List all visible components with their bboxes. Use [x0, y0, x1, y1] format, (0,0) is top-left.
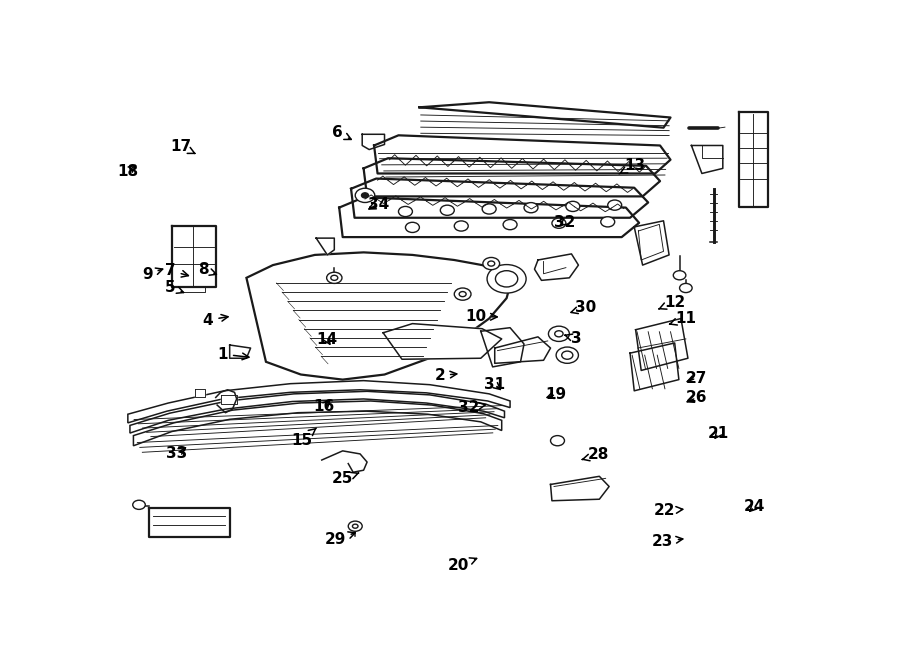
- Circle shape: [362, 193, 368, 198]
- Text: 19: 19: [545, 387, 567, 402]
- Polygon shape: [194, 389, 204, 397]
- Text: 6: 6: [332, 126, 351, 140]
- Circle shape: [331, 275, 338, 280]
- Text: 17: 17: [170, 139, 195, 154]
- Polygon shape: [419, 102, 670, 128]
- Polygon shape: [634, 221, 669, 265]
- Polygon shape: [339, 198, 639, 237]
- Circle shape: [495, 271, 518, 287]
- Polygon shape: [316, 238, 334, 255]
- Polygon shape: [247, 253, 511, 379]
- Polygon shape: [535, 254, 579, 280]
- Circle shape: [552, 218, 566, 228]
- Text: 33: 33: [166, 446, 187, 461]
- Text: 11: 11: [670, 311, 697, 326]
- Text: 16: 16: [313, 399, 335, 414]
- Text: 15: 15: [291, 428, 316, 447]
- Circle shape: [353, 524, 358, 528]
- Polygon shape: [635, 319, 688, 370]
- Circle shape: [327, 272, 342, 284]
- Circle shape: [503, 219, 517, 230]
- Circle shape: [680, 284, 692, 293]
- Circle shape: [482, 204, 496, 214]
- Polygon shape: [739, 112, 768, 207]
- Text: 13: 13: [619, 158, 645, 174]
- Circle shape: [405, 222, 419, 233]
- Polygon shape: [148, 508, 230, 537]
- Circle shape: [548, 326, 570, 342]
- Circle shape: [562, 351, 573, 360]
- Text: 1: 1: [218, 346, 249, 362]
- Text: 7: 7: [165, 263, 188, 278]
- Text: 5: 5: [165, 280, 184, 295]
- Text: 27: 27: [686, 371, 707, 385]
- Polygon shape: [495, 337, 551, 364]
- Polygon shape: [130, 391, 505, 433]
- Circle shape: [551, 436, 564, 446]
- Circle shape: [608, 200, 622, 210]
- Circle shape: [600, 217, 615, 227]
- Circle shape: [132, 500, 145, 510]
- Text: 31: 31: [484, 377, 505, 392]
- Circle shape: [566, 202, 580, 212]
- Text: 24: 24: [743, 499, 765, 514]
- Polygon shape: [630, 343, 679, 391]
- Text: 21: 21: [708, 426, 729, 441]
- Circle shape: [356, 188, 374, 202]
- Circle shape: [488, 261, 495, 266]
- Text: 22: 22: [654, 504, 683, 518]
- Text: 29: 29: [324, 532, 356, 547]
- Text: 30: 30: [571, 300, 596, 315]
- Polygon shape: [481, 328, 524, 367]
- Text: 10: 10: [465, 309, 497, 324]
- Polygon shape: [374, 136, 670, 173]
- Text: 34: 34: [367, 196, 389, 212]
- Polygon shape: [551, 477, 609, 501]
- Circle shape: [673, 271, 686, 280]
- Text: 9: 9: [142, 267, 163, 282]
- Text: 4: 4: [202, 313, 228, 328]
- Circle shape: [483, 258, 500, 270]
- Text: 26: 26: [686, 391, 707, 405]
- Circle shape: [554, 330, 563, 337]
- Polygon shape: [128, 381, 510, 423]
- Circle shape: [524, 202, 538, 213]
- Text: 28: 28: [582, 447, 609, 463]
- Polygon shape: [351, 178, 648, 217]
- Text: 2: 2: [435, 368, 457, 383]
- Polygon shape: [230, 345, 250, 358]
- Polygon shape: [133, 401, 501, 446]
- Text: 12: 12: [659, 295, 685, 310]
- Circle shape: [556, 347, 579, 364]
- Polygon shape: [383, 324, 501, 360]
- Polygon shape: [172, 226, 216, 287]
- Polygon shape: [220, 395, 237, 404]
- Circle shape: [440, 205, 454, 215]
- Text: 3: 3: [565, 331, 581, 346]
- Text: 18: 18: [117, 164, 139, 179]
- Text: 8: 8: [198, 262, 216, 277]
- Circle shape: [399, 206, 412, 217]
- Polygon shape: [691, 145, 723, 173]
- Text: 25: 25: [332, 471, 359, 486]
- Polygon shape: [364, 158, 660, 196]
- Text: 14: 14: [317, 332, 338, 348]
- Circle shape: [454, 288, 471, 300]
- Text: 23: 23: [652, 534, 683, 549]
- Text: 20: 20: [448, 558, 477, 573]
- Circle shape: [487, 264, 526, 293]
- Polygon shape: [362, 134, 384, 149]
- Text: 32: 32: [457, 400, 485, 415]
- Circle shape: [348, 521, 362, 531]
- Text: 32: 32: [554, 215, 575, 230]
- Circle shape: [454, 221, 468, 231]
- Circle shape: [459, 292, 466, 297]
